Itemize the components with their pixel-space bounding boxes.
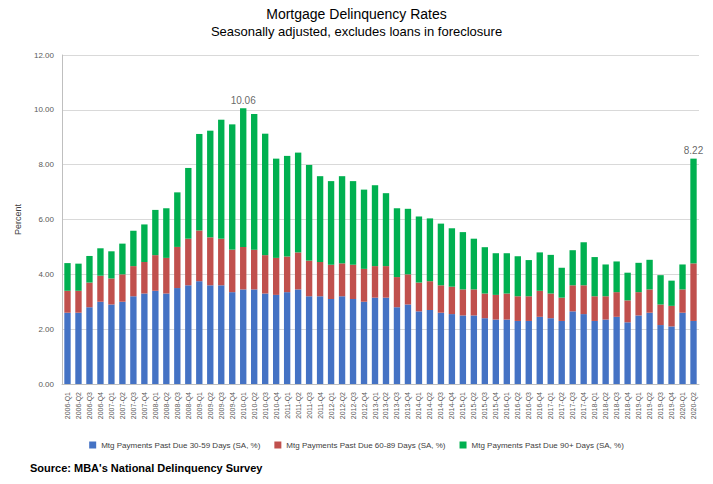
- svg-text:2008-Q3: 2008-Q3: [174, 392, 182, 419]
- svg-text:2012-Q2: 2012-Q2: [339, 392, 347, 419]
- svg-text:2006-Q4: 2006-Q4: [97, 392, 105, 419]
- svg-text:2016-Q2: 2016-Q2: [514, 392, 522, 419]
- svg-text:2018-Q1: 2018-Q1: [591, 392, 599, 419]
- svg-text:4.00: 4.00: [38, 270, 54, 279]
- svg-text:2006-Q2: 2006-Q2: [75, 392, 83, 419]
- svg-text:2007-Q3: 2007-Q3: [130, 392, 138, 419]
- svg-text:2019-Q4: 2019-Q4: [668, 392, 676, 419]
- svg-text:2008-Q1: 2008-Q1: [152, 392, 160, 419]
- svg-text:2017-Q2: 2017-Q2: [558, 392, 566, 419]
- svg-text:2009-Q2: 2009-Q2: [207, 392, 215, 419]
- svg-text:2012-Q1: 2012-Q1: [328, 392, 336, 419]
- svg-text:2016-Q1: 2016-Q1: [503, 392, 511, 419]
- svg-text:2017-Q4: 2017-Q4: [580, 392, 588, 419]
- svg-text:2013-Q4: 2013-Q4: [404, 392, 412, 419]
- svg-text:2015-Q2: 2015-Q2: [470, 392, 478, 419]
- svg-text:Percent: Percent: [13, 203, 23, 235]
- svg-text:2019-Q1: 2019-Q1: [635, 392, 643, 419]
- svg-text:2.00: 2.00: [38, 325, 54, 334]
- svg-text:2015-Q1: 2015-Q1: [459, 392, 467, 419]
- svg-text:2015-Q4: 2015-Q4: [492, 392, 500, 419]
- svg-text:Mortgage Delinquency Rates: Mortgage Delinquency Rates: [266, 6, 447, 22]
- svg-text:2014-Q1: 2014-Q1: [415, 392, 423, 419]
- svg-text:2007-Q2: 2007-Q2: [119, 392, 127, 419]
- svg-text:2018-Q3: 2018-Q3: [613, 392, 621, 419]
- svg-text:2016-Q4: 2016-Q4: [536, 392, 544, 419]
- svg-text:12.00: 12.00: [34, 51, 55, 60]
- svg-text:Mtg Payments Past Due 90+ Days: Mtg Payments Past Due 90+ Days (SA, %): [472, 441, 625, 450]
- svg-text:2011-Q3: 2011-Q3: [306, 392, 314, 419]
- svg-text:2007-Q4: 2007-Q4: [141, 392, 149, 419]
- svg-text:2017-Q3: 2017-Q3: [569, 392, 577, 419]
- svg-text:2014-Q3: 2014-Q3: [437, 392, 445, 419]
- svg-text:2010-Q2: 2010-Q2: [251, 392, 259, 419]
- svg-text:2006-Q3: 2006-Q3: [86, 392, 94, 419]
- svg-text:8.22: 8.22: [684, 145, 704, 156]
- svg-text:2009-Q4: 2009-Q4: [229, 392, 237, 419]
- svg-text:2020-Q1: 2020-Q1: [679, 392, 687, 419]
- svg-text:2017-Q1: 2017-Q1: [547, 392, 555, 419]
- svg-text:2011-Q2: 2011-Q2: [295, 392, 303, 419]
- svg-text:0.00: 0.00: [38, 380, 54, 389]
- svg-text:2007-Q1: 2007-Q1: [108, 392, 116, 419]
- svg-text:2012-Q4: 2012-Q4: [361, 392, 369, 419]
- svg-text:10.06: 10.06: [231, 95, 256, 106]
- svg-text:2011-Q1: 2011-Q1: [284, 392, 292, 419]
- svg-text:2010-Q3: 2010-Q3: [262, 392, 270, 419]
- svg-text:2012-Q3: 2012-Q3: [350, 392, 358, 419]
- svg-text:2019-Q2: 2019-Q2: [646, 392, 654, 419]
- svg-text:8.00: 8.00: [38, 160, 54, 169]
- svg-text:Mtg Payments Past Due 60-89 Da: Mtg Payments Past Due 60-89 Days (SA, %): [286, 441, 446, 450]
- svg-text:2019-Q3: 2019-Q3: [657, 392, 665, 419]
- svg-text:2013-Q2: 2013-Q2: [382, 392, 390, 419]
- svg-text:2016-Q3: 2016-Q3: [525, 392, 533, 419]
- svg-text:2010-Q1: 2010-Q1: [240, 392, 248, 419]
- svg-text:2008-Q2: 2008-Q2: [163, 392, 171, 419]
- svg-text:2009-Q1: 2009-Q1: [196, 392, 204, 419]
- svg-text:2014-Q4: 2014-Q4: [448, 392, 456, 419]
- svg-text:2015-Q3: 2015-Q3: [481, 392, 489, 419]
- svg-text:2020-Q2: 2020-Q2: [690, 392, 698, 419]
- svg-text:2011-Q4: 2011-Q4: [317, 392, 325, 419]
- svg-text:2013-Q3: 2013-Q3: [393, 392, 401, 419]
- svg-text:10.00: 10.00: [34, 105, 55, 114]
- svg-text:Mtg Payments Past Due 30-59 Da: Mtg Payments Past Due 30-59 Days (SA, %): [101, 441, 261, 450]
- svg-text:2010-Q4: 2010-Q4: [273, 392, 281, 419]
- svg-text:Seasonally adjusted, excludes: Seasonally adjusted, excludes loans in f…: [211, 24, 502, 39]
- svg-text:2006-Q1: 2006-Q1: [64, 392, 72, 419]
- svg-text:2013-Q1: 2013-Q1: [372, 392, 380, 419]
- svg-text:2009-Q3: 2009-Q3: [218, 392, 226, 419]
- svg-text:2018-Q2: 2018-Q2: [602, 392, 610, 419]
- svg-text:Source: MBA's National Delinqu: Source: MBA's National Delinquency Surve…: [30, 462, 263, 474]
- svg-text:2014-Q2: 2014-Q2: [426, 392, 434, 419]
- svg-text:2018-Q4: 2018-Q4: [624, 392, 632, 419]
- svg-text:6.00: 6.00: [38, 215, 54, 224]
- svg-text:2008-Q4: 2008-Q4: [185, 392, 193, 419]
